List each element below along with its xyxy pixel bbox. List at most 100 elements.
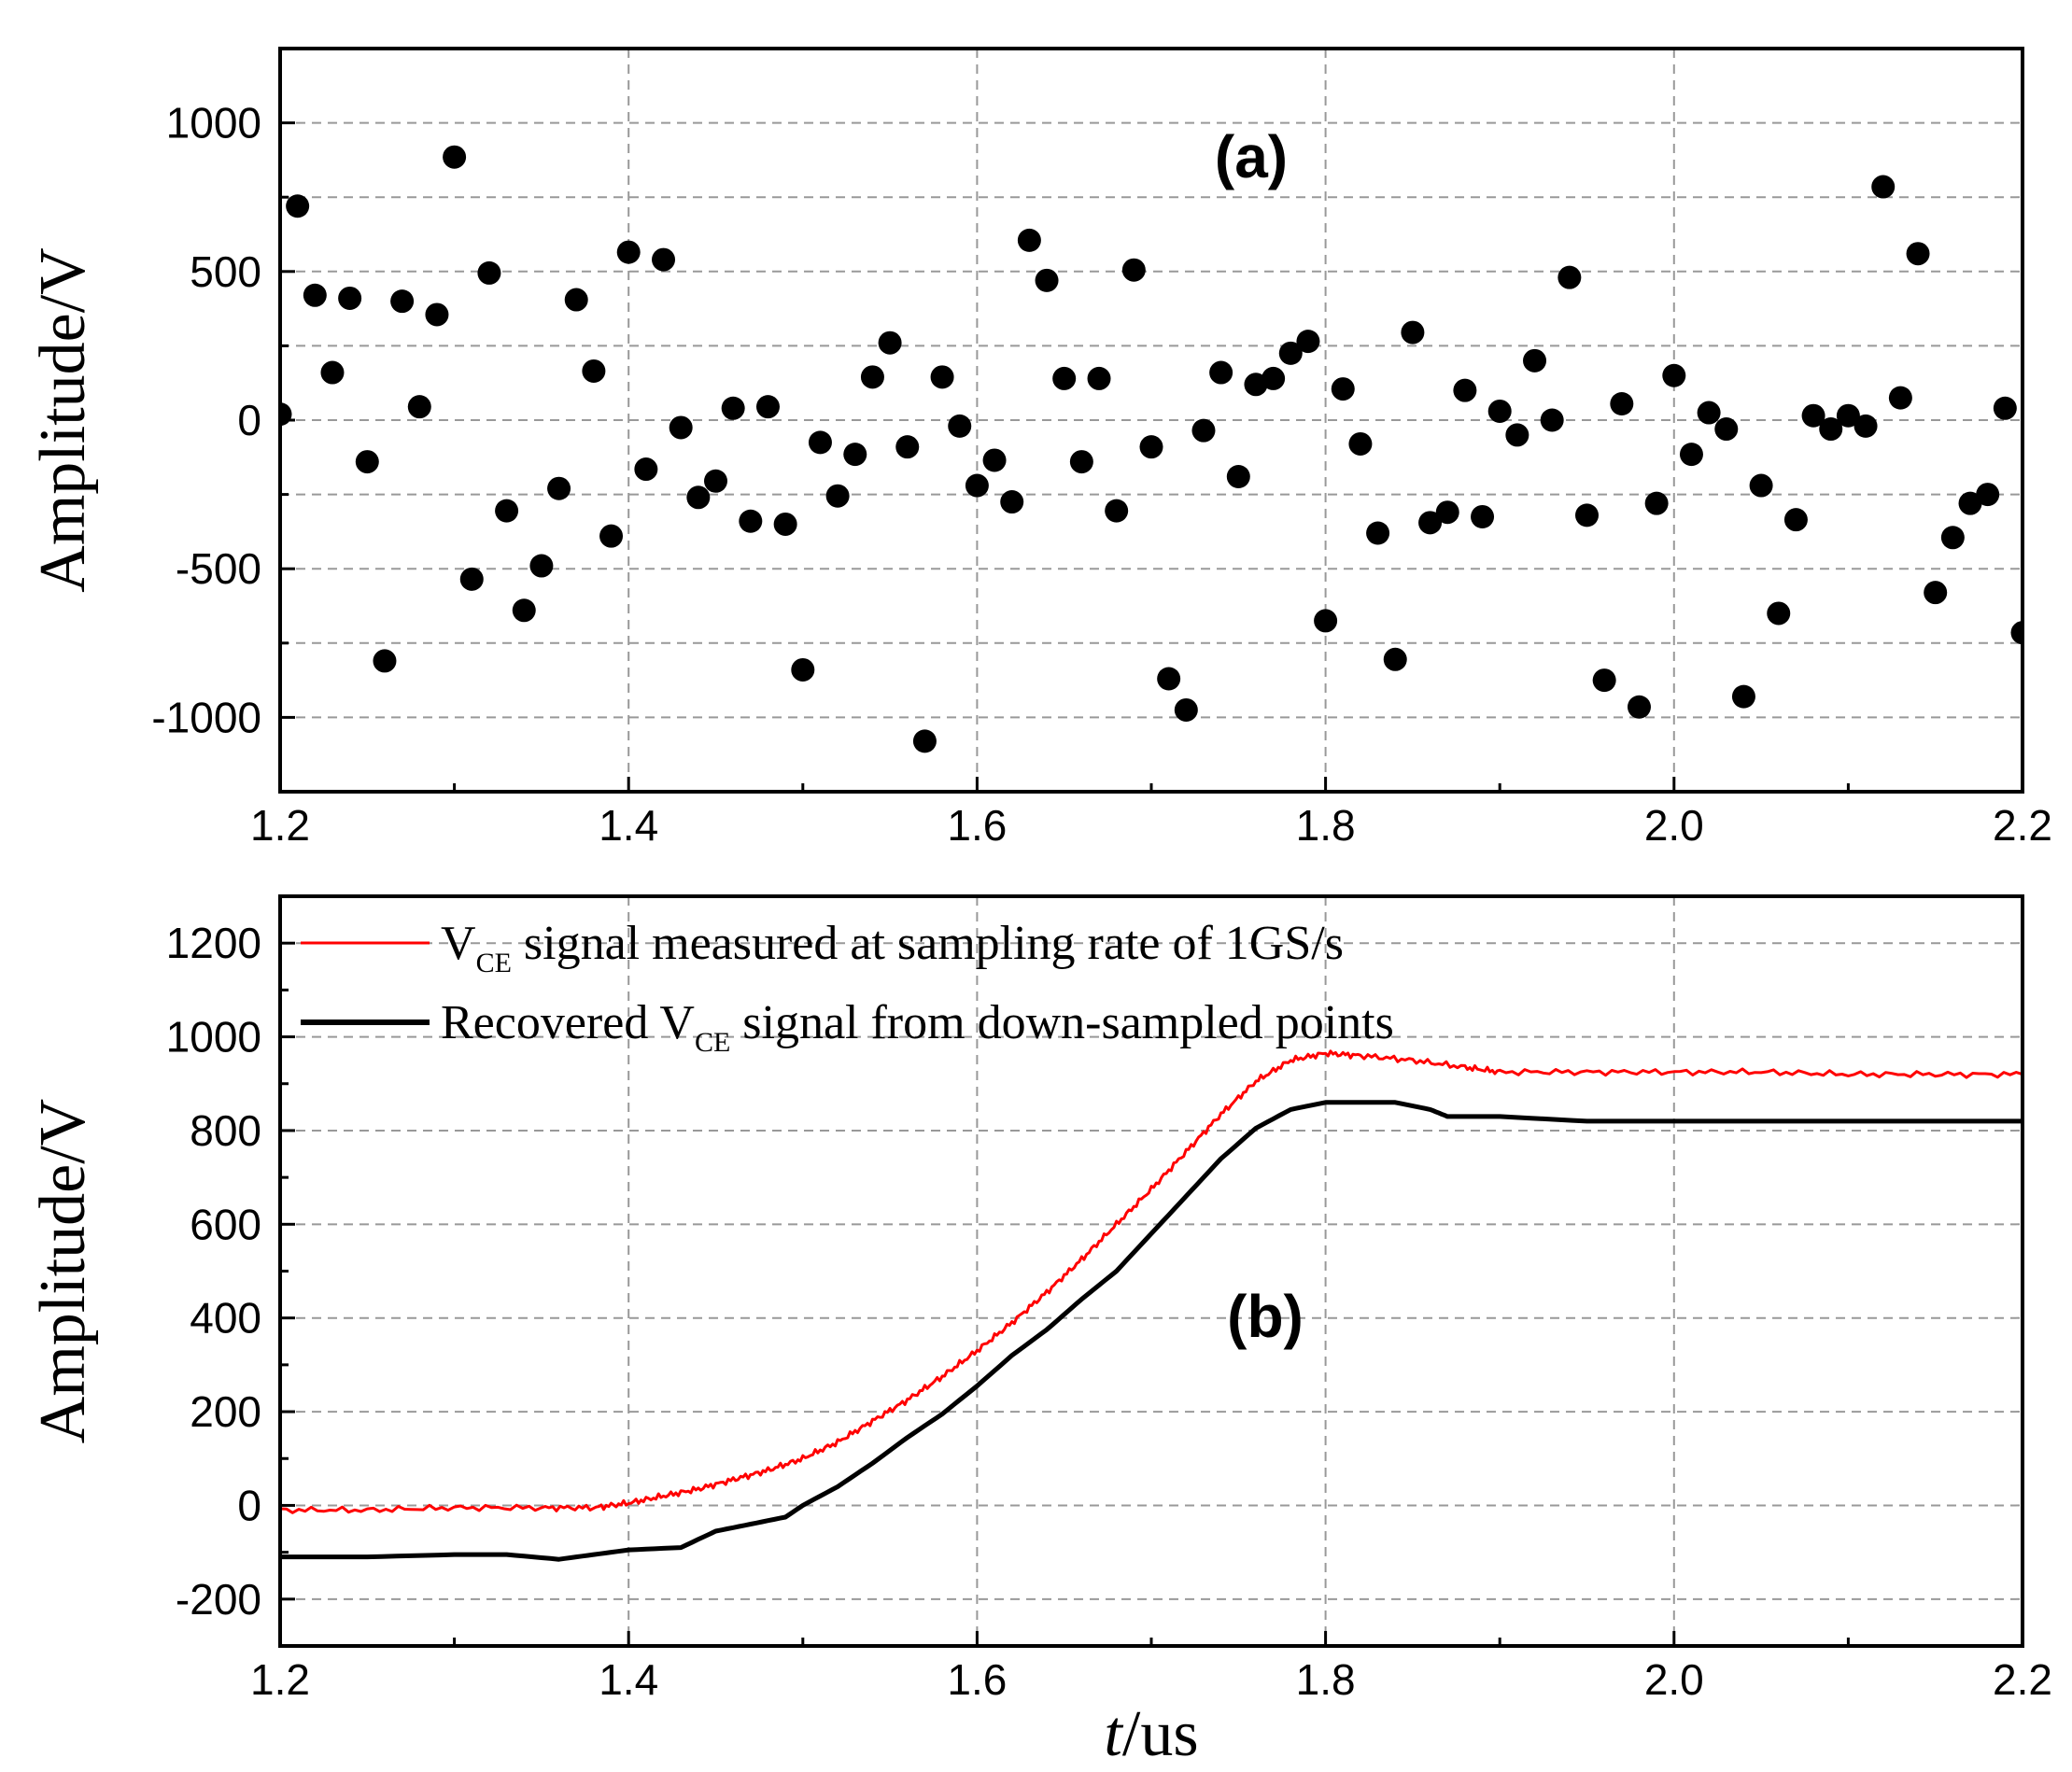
x-tick-label: 1.6	[947, 801, 1007, 850]
scatter-point	[1366, 521, 1390, 545]
scatter-point	[338, 286, 362, 310]
x-tick-label: 2.2	[1993, 1655, 2052, 1704]
scatter-point	[1644, 491, 1669, 515]
scatter-point	[1035, 268, 1059, 292]
scatter-point	[1139, 435, 1163, 459]
scatter-point	[286, 194, 310, 218]
scatter-point	[930, 365, 954, 389]
x-tick-label: 1.6	[947, 1655, 1007, 1704]
scatter-point	[1314, 609, 1338, 633]
scatter-point	[1819, 417, 1843, 442]
scatter-point	[1121, 258, 1146, 282]
panel-b-frame	[278, 894, 2024, 1648]
y-tick-label: 0	[237, 1481, 261, 1529]
legend-measured-post: signal measured at sampling rate of 1GS/…	[512, 917, 1344, 970]
scatter-point	[1087, 366, 1111, 390]
x-tick-label: 1.8	[1296, 1655, 1356, 1704]
scatter-point	[825, 484, 850, 508]
scatter-point	[1871, 175, 1896, 199]
scatter-point	[965, 473, 989, 498]
scatter-point	[512, 598, 536, 623]
scatter-point	[1836, 403, 1860, 428]
scatter-point	[1157, 667, 1181, 691]
x-tick-label: 1.4	[599, 1655, 658, 1704]
y-tick-label: 1000	[166, 1013, 261, 1062]
scatter-point	[1348, 431, 1373, 456]
scatter-point	[982, 448, 1007, 472]
scatter-point	[1174, 697, 1198, 722]
scatter-point	[1401, 320, 1425, 345]
scatter-point	[808, 430, 832, 455]
scatter-point	[1714, 417, 1739, 442]
scatter-point	[1226, 464, 1250, 488]
x-tick-label: 1.2	[250, 801, 310, 850]
scatter-point	[1278, 341, 1303, 365]
panel-b-y-axis-label: Amplitude/V	[27, 1099, 99, 1443]
panel-b-x-axis-label: t/us	[1104, 1698, 1198, 1770]
scatter-point	[895, 435, 920, 459]
scatter-point	[1052, 366, 1077, 390]
x-tick-label: 1.2	[250, 1655, 310, 1704]
x-tick-label: 1.4	[599, 801, 658, 850]
scatter-point	[1296, 330, 1320, 354]
panel-b-label: (b)	[1227, 1283, 1304, 1350]
scatter-point	[1731, 684, 1755, 709]
scatter-point	[1209, 360, 1233, 385]
scatter-point	[634, 457, 658, 482]
scatter-point	[1105, 499, 1129, 523]
scatter-point	[1854, 414, 1878, 438]
x-axis-label-italic: t	[1104, 1698, 1123, 1770]
scatter-point	[1575, 503, 1599, 527]
scatter-point	[704, 469, 727, 493]
scatter-point	[1069, 450, 1093, 474]
series-line-measured	[279, 1049, 2023, 1514]
scatter-point	[1487, 399, 1512, 423]
scatter-point	[1940, 526, 1965, 550]
scatter-point	[582, 359, 606, 383]
scatter-point	[1558, 265, 1582, 289]
scatter-point	[564, 288, 588, 312]
scatter-point	[1679, 443, 1703, 467]
scatter-point	[425, 302, 449, 327]
scatter-point	[2010, 621, 2023, 645]
legend-recovered-sub: CE	[695, 1027, 730, 1058]
scatter-point	[1627, 695, 1651, 719]
legend-entry-measured: VCE signal measured at sampling rate of …	[441, 917, 1344, 978]
panel-b-series-lines	[279, 1049, 2023, 1562]
scatter-point	[1505, 423, 1529, 447]
scatter-point	[1453, 378, 1477, 402]
scatter-point	[878, 330, 902, 355]
scatter-point	[912, 729, 937, 753]
scatter-point	[1191, 418, 1216, 443]
y-tick-label: -500	[176, 544, 261, 593]
panel-a-scatter-points	[280, 145, 2023, 753]
scatter-point	[529, 554, 554, 578]
scatter-point	[1523, 348, 1547, 373]
scatter-point	[1767, 601, 1791, 626]
legend-measured-pre: V	[441, 917, 476, 970]
scatter-point	[1017, 228, 1041, 252]
scatter-point	[390, 289, 415, 314]
scatter-point	[1540, 408, 1564, 432]
scatter-point	[1993, 396, 2017, 420]
panel-a-label: (a)	[1215, 123, 1288, 190]
scatter-point	[1662, 363, 1686, 387]
scatter-point	[459, 567, 484, 591]
scatter-point	[1262, 366, 1286, 390]
y-tick-label: 1200	[166, 919, 261, 967]
scatter-point	[1000, 490, 1024, 514]
scatter-point	[373, 649, 397, 673]
scatter-point	[669, 415, 693, 440]
y-tick-label: -1000	[151, 693, 261, 741]
scatter-point	[443, 145, 467, 169]
panel-a-y-axis-label: Amplitude/V	[27, 247, 99, 592]
scatter-point	[1958, 491, 1982, 515]
y-tick-label: 500	[190, 247, 261, 296]
scatter-point	[1888, 386, 1912, 410]
panel-b-ticks: 1.2 1.4 1.6 1.8 2.0 2.2 -200 0 200 400 600 800 1000 1…	[166, 894, 2052, 1704]
scatter-point	[1610, 391, 1634, 415]
scatter-point	[773, 512, 797, 536]
scatter-point	[860, 365, 884, 389]
scatter-point	[1697, 401, 1721, 425]
scatter-point	[843, 443, 867, 467]
